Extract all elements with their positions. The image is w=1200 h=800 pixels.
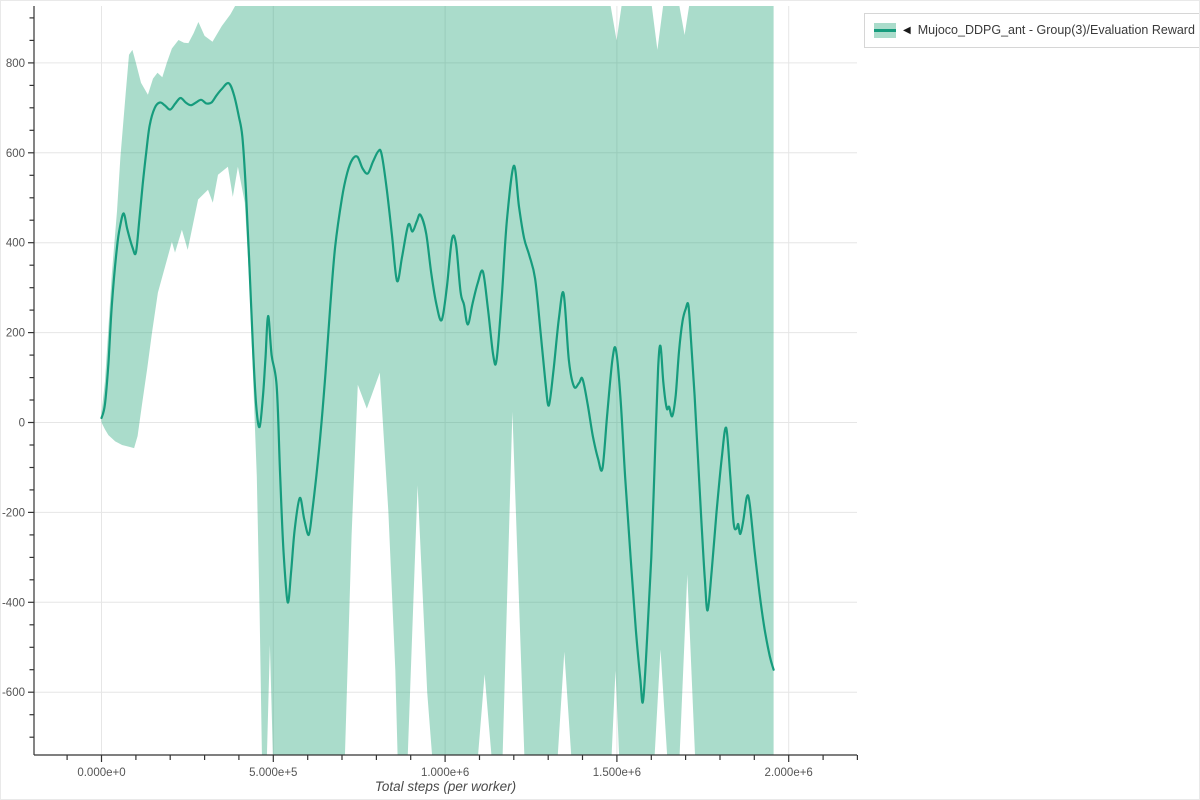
legend-collapse-icon[interactable]: ◀ — [903, 24, 911, 36]
svg-text:5.000e+5: 5.000e+5 — [249, 767, 297, 779]
svg-text:-200: -200 — [2, 507, 25, 519]
svg-text:800: 800 — [6, 58, 25, 70]
axes — [28, 6, 859, 762]
svg-text:400: 400 — [6, 238, 25, 250]
svg-text:2.000e+6: 2.000e+6 — [765, 767, 813, 779]
gridlines — [34, 6, 857, 755]
legend-entry-label: Mujoco_DDPG_ant - Group(3)/Evaluation Re… — [917, 23, 1195, 38]
svg-text:-400: -400 — [2, 597, 25, 609]
svg-text:600: 600 — [6, 148, 25, 160]
y-tick-labels: -600 -400 -200 0 200 400 600 800 — [2, 58, 25, 699]
svg-text:1.000e+6: 1.000e+6 — [421, 767, 469, 779]
legend-swatch-band — [874, 23, 896, 38]
legend[interactable]: ◀ Mujoco_DDPG_ant - Group(3)/Evaluation … — [864, 13, 1200, 48]
svg-text:-600: -600 — [2, 687, 25, 699]
legend-swatch-line — [874, 29, 896, 32]
svg-text:200: 200 — [6, 328, 25, 340]
svg-text:0.000e+0: 0.000e+0 — [77, 767, 125, 779]
x-axis-title: Total steps (per worker) — [375, 779, 516, 794]
svg-text:1.500e+6: 1.500e+6 — [593, 767, 641, 779]
mean-line — [100, 81, 775, 704]
x-tick-labels: 0.000e+0 5.000e+5 1.000e+6 1.500e+6 2.000e+6 — [77, 767, 812, 779]
svg-text:0: 0 — [19, 418, 25, 430]
confidence-band — [101, 6, 774, 755]
